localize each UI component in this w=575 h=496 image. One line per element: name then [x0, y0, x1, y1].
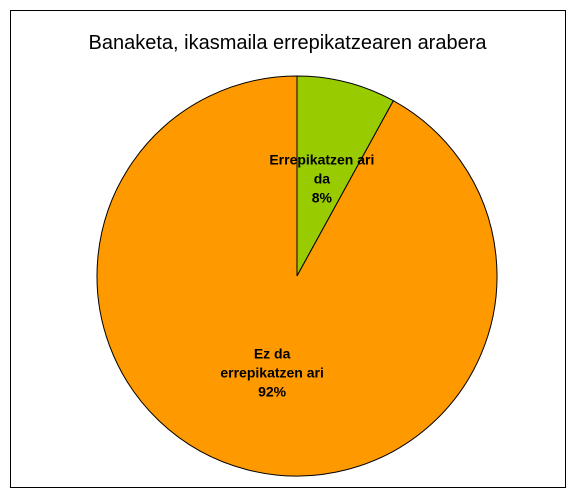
chart-title: Banaketa, ikasmaila errepikatzearen arab…: [88, 32, 487, 54]
pie-slice: [96, 75, 498, 477]
slice-value-label: 92%: [258, 383, 287, 400]
slice-label: Errepikatzen ari da 8%: [269, 151, 375, 208]
slice-category: Errepikatzen ari da: [269, 151, 375, 187]
slice-label: Ez da errepikatzen ari 92%: [219, 344, 325, 401]
slice-value-label: 8%: [311, 189, 332, 206]
pie-slice: [296, 75, 395, 277]
slice-category: Ez da errepikatzen ari: [220, 345, 324, 381]
